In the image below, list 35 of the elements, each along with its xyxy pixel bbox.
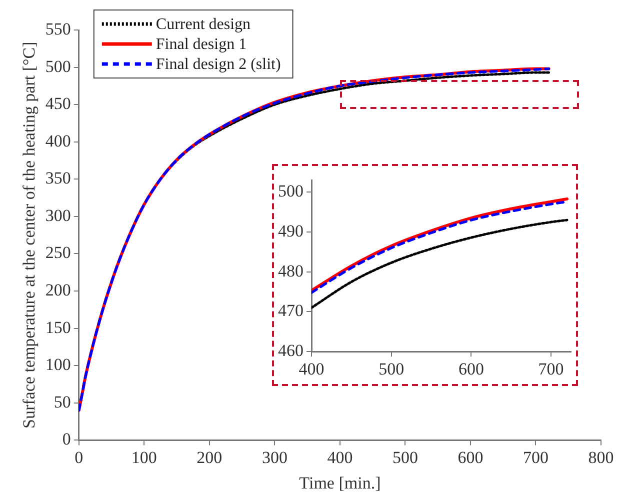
x-tick-label: 400 (327, 448, 353, 467)
y-tick-label: 490 (278, 221, 304, 240)
x-tick-label: 300 (262, 448, 288, 467)
x-tick-label: 600 (458, 359, 484, 378)
y-tick-label: 460 (278, 341, 304, 360)
y-tick-label: 0 (62, 430, 71, 449)
y-tick-label: 450 (45, 94, 71, 114)
legend-label: Final design 2 (slit) (156, 56, 281, 74)
x-tick-label: 700 (522, 448, 548, 467)
x-tick-label: 400 (298, 359, 324, 378)
x-tick-label: 700 (538, 359, 564, 378)
y-tick-label: 350 (45, 168, 71, 188)
x-axis-title: Time [min.] (299, 473, 381, 492)
x-tick-label: 500 (392, 448, 418, 467)
y-tick-label: 500 (45, 56, 71, 76)
x-tick-label: 500 (378, 359, 404, 378)
y-tick-label: 470 (278, 301, 304, 320)
x-tick-label: 200 (196, 448, 222, 467)
legend-label: Current design (156, 16, 251, 34)
y-tick-label: 250 (45, 243, 71, 262)
y-tick-label: 400 (45, 131, 71, 150)
y-tick-label: 150 (45, 318, 71, 337)
x-tick-label: 0 (74, 448, 84, 467)
y-tick-label: 480 (278, 261, 304, 280)
y-tick-label: 50 (54, 392, 71, 412)
y-tick-label: 500 (278, 182, 304, 201)
y-tick-label: 550 (45, 19, 71, 38)
x-tick-label: 800 (588, 448, 614, 467)
y-tick-label: 200 (45, 280, 71, 300)
legend-label: Final design 1 (156, 36, 247, 54)
y-axis-title: Surface temperature at the center of the heating part [°C] (20, 42, 39, 428)
y-tick-label: 300 (45, 206, 71, 225)
line-series (312, 218, 568, 310)
x-tick-label: 100 (131, 448, 157, 467)
x-tick-label: 600 (458, 448, 484, 467)
